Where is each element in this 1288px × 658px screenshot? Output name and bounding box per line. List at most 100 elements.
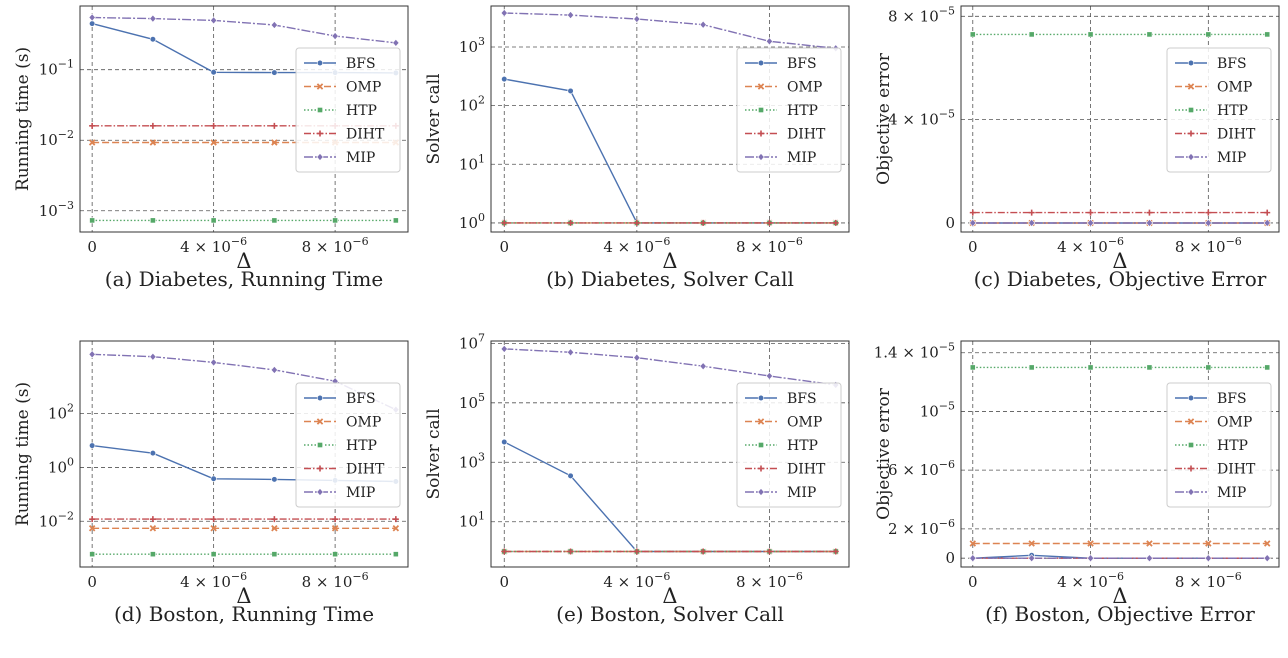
point-omp-5	[1263, 540, 1271, 547]
point-bfs-0	[89, 442, 96, 449]
x-tick-label: 4 × 10−6	[603, 570, 670, 591]
point-htp-1	[149, 217, 156, 224]
point-htp-3	[1146, 31, 1153, 38]
y-tick-label: 107	[459, 331, 485, 352]
point-htp-legend	[758, 107, 764, 113]
x-tick-label: 0	[87, 238, 97, 256]
y-tick-label: 100	[459, 211, 485, 232]
point-diht-0	[969, 209, 976, 216]
point-mip-legend	[1187, 487, 1195, 497]
point-mip-legend	[1187, 152, 1195, 162]
point-diht-4	[1205, 209, 1212, 216]
point-bfs-2	[210, 69, 217, 76]
point-diht-legend	[317, 130, 323, 137]
point-mip-legend	[316, 152, 324, 162]
x-tick-label: 0	[499, 573, 509, 591]
point-diht-5	[1264, 209, 1271, 216]
chart-panel-4: 0 4 × 10−6 8 × 10−6 10−2 100 102 Δ Running time…	[13, 340, 409, 626]
legend-label: DIHT	[787, 462, 826, 478]
point-omp-1	[149, 525, 157, 532]
plot-frame	[960, 5, 1280, 233]
point-htp-5	[392, 217, 399, 224]
point-diht-1	[149, 516, 156, 523]
panel-caption: (f) Boston, Objective Error	[985, 602, 1255, 626]
point-htp-3	[271, 217, 278, 224]
x-tick-label: 0	[87, 573, 97, 591]
point-omp-0	[969, 540, 977, 547]
point-diht-0	[89, 122, 96, 129]
point-htp-legend	[1188, 107, 1194, 113]
point-mip-legend	[316, 487, 324, 497]
point-diht-3	[271, 516, 278, 523]
point-diht-1	[567, 219, 574, 226]
point-htp-2	[1087, 31, 1094, 38]
point-mip-3	[1145, 218, 1154, 228]
point-htp-0	[969, 31, 976, 38]
point-bfs-legend	[757, 394, 765, 402]
point-omp-2	[210, 525, 217, 532]
legend-box	[295, 47, 401, 173]
point-mip-2	[633, 353, 641, 362]
point-htp-5	[1264, 364, 1271, 371]
point-omp-0	[88, 139, 96, 146]
point-mip-5	[1263, 218, 1271, 228]
point-diht-legend	[758, 130, 764, 137]
legend-label: DIHT	[1217, 462, 1256, 478]
x-axis-label: Δ	[1112, 249, 1127, 273]
point-omp-legend	[316, 418, 324, 425]
point-omp-3	[1146, 540, 1153, 547]
point-htp-1	[1028, 364, 1035, 371]
legend-label: OMP	[346, 80, 381, 96]
point-bfs-0	[501, 438, 508, 446]
point-diht-4	[766, 548, 773, 555]
point-mip-1	[149, 352, 157, 361]
legend-label: DIHT	[787, 127, 826, 143]
point-omp-1	[1028, 540, 1035, 547]
point-diht-3	[700, 548, 707, 555]
point-diht-5	[832, 219, 839, 226]
point-bfs-1	[149, 36, 156, 43]
y-tick-label: 2 × 10−6	[888, 517, 955, 538]
legend: BFS OMP HTP DIHT MIP	[1166, 382, 1272, 508]
series-line-mip	[504, 12, 836, 49]
y-tick-label: 10−2	[39, 509, 74, 530]
legend-label: HTP	[787, 438, 818, 454]
legend-label: MIP	[787, 485, 816, 501]
point-bfs-0	[501, 76, 508, 83]
y-axis-label: Solver call	[424, 73, 444, 164]
point-mip-1	[566, 348, 575, 357]
x-tick-label: 0	[499, 238, 509, 256]
legend-label: OMP	[787, 80, 822, 96]
legend-box	[295, 382, 401, 508]
x-tick-label: 4 × 10−6	[1057, 570, 1124, 591]
chart-panel-5: 0 4 × 10−6 8 × 10−6 101 103 105 107 Δ Solver cal…	[424, 331, 850, 626]
chart-panel-3: 0 4 × 10−6 8 × 10−6 0 4 × 10−5 8 × 10−5 Δ Objec…	[874, 4, 1280, 291]
point-mip-3	[1145, 554, 1154, 563]
point-mip-1	[1028, 554, 1036, 563]
point-omp-legend	[757, 418, 765, 425]
point-mip-5	[392, 38, 400, 47]
point-diht-0	[501, 219, 508, 226]
legend-label: HTP	[787, 103, 818, 119]
x-tick-label: 8 × 10−6	[736, 570, 803, 591]
point-diht-1	[567, 548, 574, 555]
point-bfs-1	[567, 472, 574, 479]
point-mip-5	[1263, 554, 1271, 563]
point-mip-1	[149, 14, 157, 23]
point-diht-3	[271, 122, 278, 129]
y-axis-label: Solver call	[424, 408, 444, 499]
point-diht-2	[1087, 209, 1094, 216]
point-htp-5	[392, 551, 399, 558]
point-mip-2	[210, 358, 218, 367]
legend-label: MIP	[346, 150, 375, 166]
legend-label: DIHT	[346, 127, 385, 143]
chart-panel-1: 0 4 × 10−6 8 × 10−6 10−3 10−2 10−1 Δ Running ti…	[13, 5, 409, 291]
point-diht-5	[392, 516, 399, 523]
point-diht-3	[1146, 209, 1153, 216]
x-tick-label: 4 × 10−6	[180, 570, 247, 591]
point-diht-2	[633, 548, 640, 555]
legend-label: BFS	[346, 391, 376, 407]
y-tick-label: 10−3	[39, 199, 74, 220]
legend-label: HTP	[1217, 438, 1248, 454]
series-line-mip	[504, 348, 836, 386]
